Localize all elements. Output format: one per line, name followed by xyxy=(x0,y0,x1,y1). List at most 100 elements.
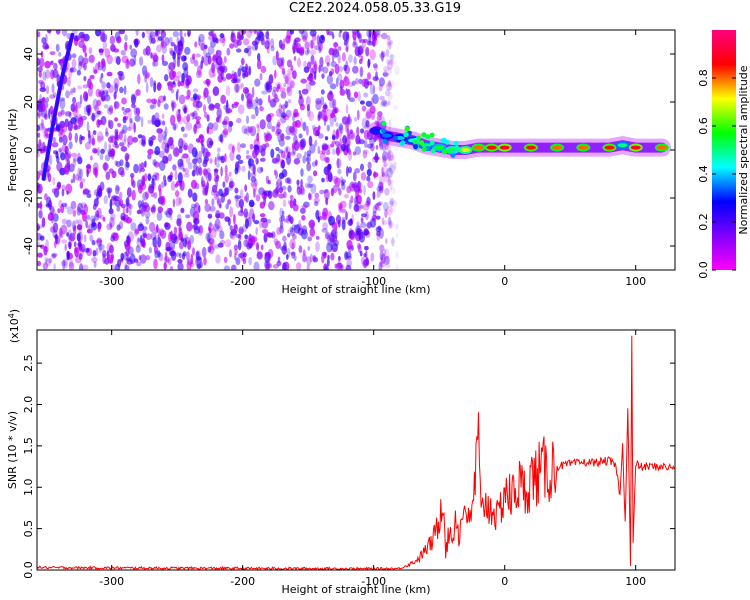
noise-speck xyxy=(90,134,95,145)
noise-speck xyxy=(208,103,215,111)
noise-speck xyxy=(131,189,136,201)
noise-speck xyxy=(178,225,182,232)
noise-speck xyxy=(240,57,245,66)
noise-speck xyxy=(326,108,333,120)
noise-speck xyxy=(89,215,96,223)
noise-speck xyxy=(361,105,367,112)
noise-speck xyxy=(375,226,382,233)
noise-speck xyxy=(75,219,79,224)
noise-speck xyxy=(256,98,263,106)
noise-speck xyxy=(376,115,382,121)
noise-speck xyxy=(313,45,320,51)
snr-x-ticks: -300 -200 -100 0 100 xyxy=(99,330,646,588)
noise-speck xyxy=(176,36,180,45)
noise-speck xyxy=(307,236,313,242)
noise-speck xyxy=(285,135,291,140)
noise-speck xyxy=(38,210,43,219)
noise-speck xyxy=(164,222,171,230)
noise-speck xyxy=(315,130,318,137)
noise-speck xyxy=(120,252,125,260)
noise-speck xyxy=(222,181,226,188)
noise-speck xyxy=(62,134,68,146)
noise-speck xyxy=(184,167,189,175)
noise-speck xyxy=(282,235,287,242)
noise-speck xyxy=(120,212,126,221)
noise-speck xyxy=(91,240,96,246)
noise-speck xyxy=(68,261,75,270)
noise-speck xyxy=(110,213,116,221)
noise-speck xyxy=(101,135,105,141)
noise-speck xyxy=(130,173,135,178)
noise-speck xyxy=(175,48,183,56)
noise-speck xyxy=(106,71,113,77)
noise-speck xyxy=(346,185,352,194)
noise-speck xyxy=(94,104,100,112)
noise-speck xyxy=(280,133,285,141)
noise-speck xyxy=(74,132,79,143)
noise-speck xyxy=(360,217,364,222)
noise-speck xyxy=(201,246,207,258)
noise-speck xyxy=(53,62,58,71)
noise-speck xyxy=(293,56,297,61)
noise-speck xyxy=(122,124,128,134)
noise-speck xyxy=(229,249,232,258)
noise-speck xyxy=(305,125,309,136)
spectrogram-y-label: Frequency (Hz) xyxy=(6,109,19,192)
noise-speck xyxy=(77,234,82,241)
noise-speck xyxy=(236,142,241,153)
noise-speck xyxy=(218,67,225,72)
noise-speck xyxy=(223,56,227,64)
noise-speck xyxy=(367,58,371,69)
noise-speck xyxy=(366,196,371,206)
noise-speck xyxy=(321,142,329,150)
noise-speck xyxy=(208,223,214,232)
noise-speck xyxy=(341,219,346,231)
noise-speck xyxy=(145,216,150,225)
noise-speck xyxy=(201,183,207,188)
noise-speck xyxy=(302,35,308,42)
noise-speck xyxy=(108,244,114,254)
noise-speck xyxy=(157,249,161,258)
noise-speck xyxy=(141,65,148,76)
noise-speck xyxy=(127,231,134,243)
noise-speck xyxy=(68,151,72,160)
noise-speck xyxy=(187,188,193,198)
noise-speck xyxy=(203,104,206,113)
noise-speck xyxy=(238,228,244,235)
noise-speck xyxy=(314,192,320,199)
noise-speck xyxy=(91,256,98,263)
noise-speck xyxy=(223,265,231,270)
noise-speck xyxy=(325,156,330,164)
noise-speck xyxy=(376,33,381,38)
noise-speck xyxy=(384,187,390,196)
signal-core xyxy=(371,128,382,133)
noise-speck xyxy=(64,243,67,251)
noise-speck xyxy=(182,153,189,159)
noise-speck xyxy=(217,242,224,248)
noise-speck xyxy=(153,180,156,190)
noise-speck xyxy=(372,85,376,95)
noise-speck xyxy=(260,167,264,172)
noise-speck xyxy=(91,147,98,154)
noise-speck xyxy=(158,188,162,198)
noise-speck xyxy=(276,121,281,127)
noise-speck xyxy=(137,200,143,208)
noise-speck xyxy=(195,53,201,58)
noise-speck xyxy=(55,125,61,131)
noise-speck xyxy=(335,140,340,147)
noise-speck xyxy=(203,55,210,66)
noise-speck xyxy=(282,210,285,215)
noise-speck xyxy=(249,172,257,178)
noise-speck xyxy=(390,198,396,206)
noise-speck xyxy=(192,247,195,256)
noise-speck xyxy=(289,80,295,89)
noise-speck xyxy=(109,35,116,45)
noise-speck xyxy=(136,209,142,215)
noise-speck xyxy=(331,108,335,118)
noise-speck xyxy=(50,60,54,65)
noise-speck xyxy=(39,235,45,241)
noise-speck xyxy=(172,198,176,208)
noise-speck xyxy=(82,211,87,222)
noise-speck xyxy=(110,44,116,52)
colorbar-tick-label: 0.8 xyxy=(697,69,710,87)
